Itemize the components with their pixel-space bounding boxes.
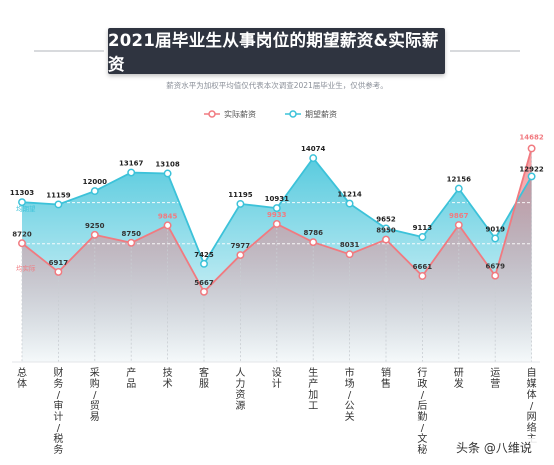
x-tick-label: 采购/贸易 [90,367,100,423]
actual-point [18,239,26,248]
expected-point [236,199,245,208]
actual-value-label: 8950 [376,227,396,235]
expected-point [163,169,172,178]
actual-value-label: 8750 [121,230,141,238]
expected-value-label: 9019 [485,225,505,233]
expected-value-label: 13108 [155,160,179,168]
x-tick-label: 研发 [454,367,464,390]
actual-point [127,238,136,247]
expected-average-label: 均期望 [16,204,36,213]
expected-value-label: 9652 [376,215,396,223]
title-decoration-left [34,50,104,52]
actual-point [54,267,63,276]
actual-value-label: 6679 [485,263,505,271]
actual-value-label: 5667 [194,279,214,287]
actual-point [345,250,354,259]
actual-value-label: 9867 [449,212,469,220]
expected-value-label: 9113 [413,224,433,232]
expected-point [90,187,99,196]
actual-point [309,238,318,247]
actual-point [491,271,500,280]
x-tick-label: 生产加工 [308,366,318,412]
expected-point [127,168,136,177]
legend-label: 期望薪资 [305,109,337,119]
x-tick-label: 运营 [490,367,500,390]
actual-value-label: 8720 [12,230,32,238]
actual-value-label: 9845 [158,212,178,220]
legend-actual: 实际薪资 [204,109,256,119]
expected-point [18,198,26,207]
x-tick-label: 技术 [163,366,173,390]
expected-point [527,172,536,181]
actual-value-label: 9933 [267,211,287,219]
x-tick-label: 人力资源 [235,367,245,412]
expected-point [454,184,463,193]
x-tick-label: 设计 [272,367,282,390]
expected-value-label: 11159 [46,191,70,199]
actual-point [418,272,427,280]
expected-value-label: 10931 [265,195,289,203]
expected-value-label: 12000 [83,178,107,186]
legend-marker [289,110,297,118]
expected-value-label: 12922 [519,165,543,173]
actual-value-label: 14682 [519,133,543,141]
actual-average-label: 均实际 [16,263,36,272]
legend-expected: 期望薪资 [285,109,337,119]
actual-point [272,220,281,228]
actual-point [236,251,245,260]
actual-value-label: 6917 [49,259,69,267]
x-tick-label: 总体 [17,366,27,390]
expected-point [491,234,500,243]
expected-value-label: 11214 [337,191,361,199]
expected-point [345,199,354,208]
expected-point [309,154,318,163]
actual-value-label: 8786 [303,229,323,237]
expected-value-label: 12156 [447,176,471,184]
actual-point [382,235,390,244]
expected-value-label: 13167 [119,160,143,168]
actual-point [527,144,536,153]
x-tick-label: 自媒体/网络主 [527,366,537,445]
actual-point [90,230,99,239]
x-tick-label: 行政/后勤/文秘 [417,366,427,456]
chart-title: 2021届毕业生从事岗位的期望薪资&实际薪资 [108,28,445,74]
actual-point [163,221,172,230]
actual-point [454,221,463,229]
expected-point [418,233,427,241]
expected-value-label: 11195 [228,191,252,199]
actual-value-label: 6661 [413,263,433,271]
x-tick-label: 客服 [199,366,209,390]
expected-value-label: 11303 [10,189,34,197]
x-tick-label: 销售 [381,366,391,390]
expected-value-label: 7425 [194,251,214,259]
x-tick-label: 市场/公关 [345,366,355,423]
expected-point [54,200,63,209]
chart-subtitle: 薪资水平为加权平均值仅代表本次调查2021届毕业生，仅供参考。 [166,81,388,90]
legend-marker [208,110,216,118]
legend: 实际薪资 期望薪资 [204,109,337,119]
expected-point [200,259,208,268]
actual-value-label: 8031 [340,241,360,249]
actual-area [22,148,532,362]
title-decoration-right [450,50,520,52]
expected-value-label: 14074 [301,145,325,153]
expected-point [272,204,281,213]
x-tick-label: 财务/审计/税务 [53,366,63,456]
actual-value-label: 7977 [231,242,251,250]
actual-value-label: 9250 [85,222,105,230]
expected-point [382,224,390,233]
legend-label: 实际薪资 [224,109,256,119]
x-tick-label: 产品 [126,366,136,390]
actual-point [200,287,208,296]
watermark: 头条 @八维说 [452,438,536,457]
